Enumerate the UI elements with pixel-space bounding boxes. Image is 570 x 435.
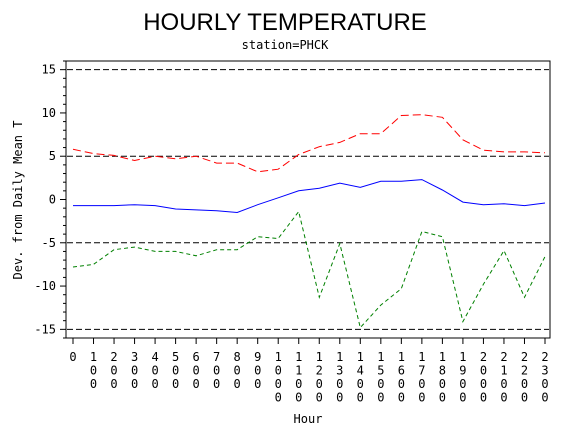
y-tick-label: -15 [34,322,56,336]
y-axis: -15 -10 -5 0 5 10 15 [34,60,66,339]
y-tick-label: 10 [42,106,56,120]
x-axis-label: Hour [294,412,323,426]
y-tick-label: -10 [34,279,56,293]
plot-frame [65,60,551,339]
y-tick-label: 0 [49,193,56,207]
series-layer [72,114,546,329]
chart-subtitle: station=PHCK [242,38,329,52]
y-axis-label: Dev. from Daily Mean T [11,121,25,280]
y-tick-label: 5 [49,149,56,163]
x-axis: 0 1 0 0 2 0 0 3 0 0 4 0 0 5 0 0 6 0 0 7 0 0 8 0 0 9 0 0 1 0 0 0 1 1 0 0 1 2 0 0… [69,338,549,405]
chart-title: HOURLY TEMPERATURE [143,9,427,36]
series-line-1 [72,114,546,173]
series-line-3 [72,210,546,329]
x-tick-label: 0 [69,350,76,364]
reference-lines [67,69,549,330]
series-line-2 [73,179,546,214]
y-tick-label: -5 [42,236,56,250]
y-tick-label: 15 [42,63,56,77]
